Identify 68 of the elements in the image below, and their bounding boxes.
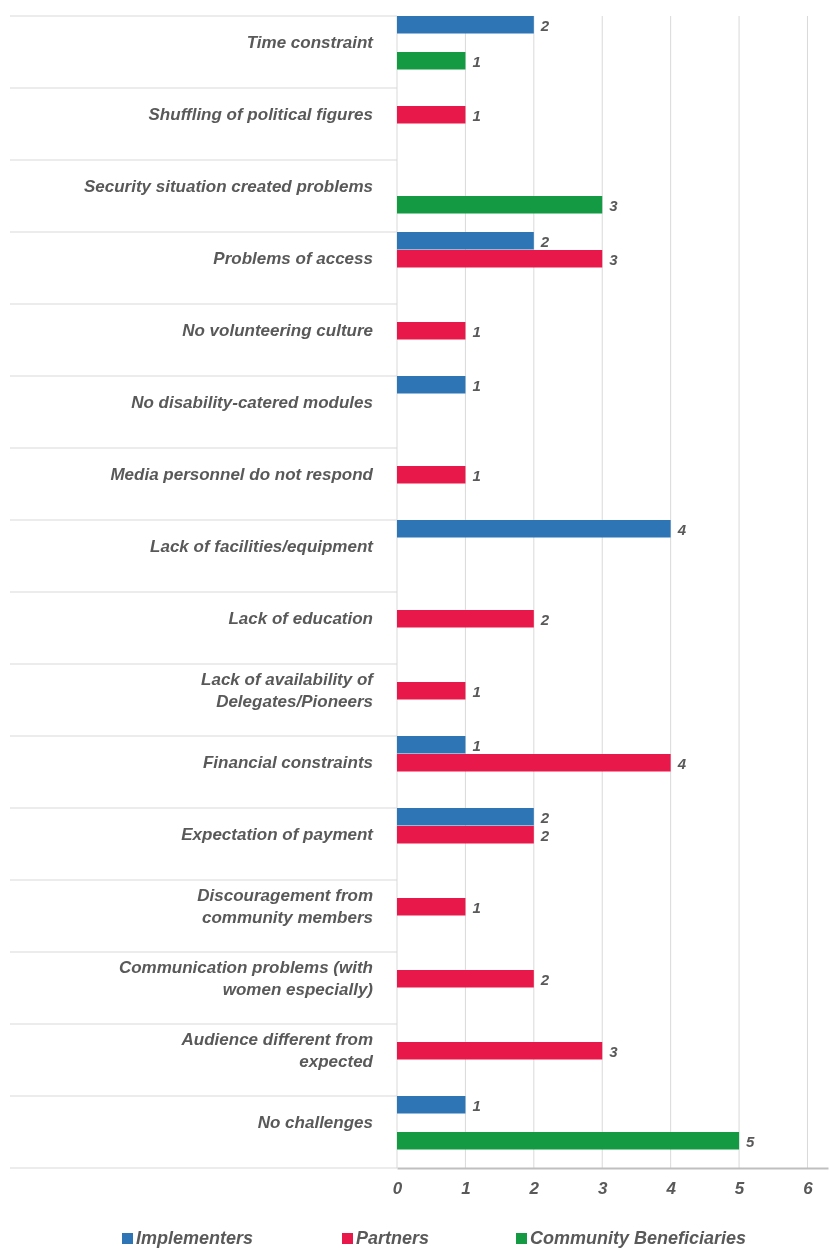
bar [397,898,466,916]
bar [397,1096,466,1114]
y-tick-label: No disability-catered modules [131,392,373,412]
y-tick-label: No challenges [257,1112,373,1132]
data-label: 1 [472,323,481,340]
data-label: 3 [609,1043,619,1060]
data-label: 1 [472,467,481,484]
bar [397,106,466,124]
data-label: 2 [539,611,550,628]
bar [397,970,534,988]
bar [397,52,466,70]
bar [397,196,603,214]
x-tick-label: 0 [392,1179,403,1199]
y-tick-label: Problems of access [213,248,373,268]
y-tick-label: Lack of facilities/equipment [150,536,375,556]
x-tick-label: 5 [734,1179,745,1199]
data-label: 4 [676,755,687,772]
bar [397,826,534,844]
x-tick-label: 3 [598,1179,608,1199]
bar [397,250,603,268]
y-tick-label: Lack of availability of Delegates/Pioneers [201,669,376,711]
y-tick-label: Discouragement from community members [197,885,373,927]
data-label: 2 [539,233,550,250]
data-label: 2 [539,809,550,826]
data-label: 1 [472,899,481,916]
bar [397,466,466,484]
bar [397,16,534,34]
bar [397,322,466,340]
bar [397,610,534,628]
y-tick-label: Financial constraints [202,752,373,772]
data-label: 4 [676,521,687,538]
data-label: 1 [472,107,481,124]
data-label: 1 [472,1097,481,1114]
legend-label: Community Beneficiaries [530,1228,747,1248]
bar [397,520,671,538]
legend-label: Implementers [136,1228,254,1248]
y-tick-label: Expectation of payment [181,824,375,844]
data-label: 1 [472,683,481,700]
bar [397,808,534,826]
y-tick-label: Media personnel do not respond [110,464,374,484]
y-tick-label: Lack of education [228,608,373,628]
y-tick-label: Security situation created problems [83,176,373,196]
data-label: 5 [746,1133,756,1150]
data-label: 1 [472,377,481,394]
x-tick-label: 6 [803,1179,814,1199]
data-label: 3 [609,251,619,268]
data-label: 2 [539,827,550,844]
y-tick-label: Time constraint [246,32,375,52]
bar [397,736,466,754]
bar [397,1042,603,1060]
legend-label: Partners [356,1228,430,1248]
y-tick-label: Audience different from expected [180,1029,374,1071]
bar [397,1132,740,1150]
x-tick-label: 4 [665,1179,677,1199]
data-label: 2 [539,971,550,988]
bar [397,376,466,394]
x-tick-label: 1 [461,1179,471,1199]
data-label: 1 [472,53,481,70]
data-label: 3 [609,197,619,214]
bar [397,232,534,250]
bar [397,682,466,700]
y-tick-label: No volunteering culture [182,320,373,340]
y-tick-label: Shuffling of political figures [148,104,373,124]
data-label: 1 [472,737,481,754]
y-tick-label: Communication problems (with women especially) [118,957,374,999]
data-label: 2 [539,17,550,34]
x-tick-label: 2 [528,1179,540,1199]
bar [397,754,671,772]
